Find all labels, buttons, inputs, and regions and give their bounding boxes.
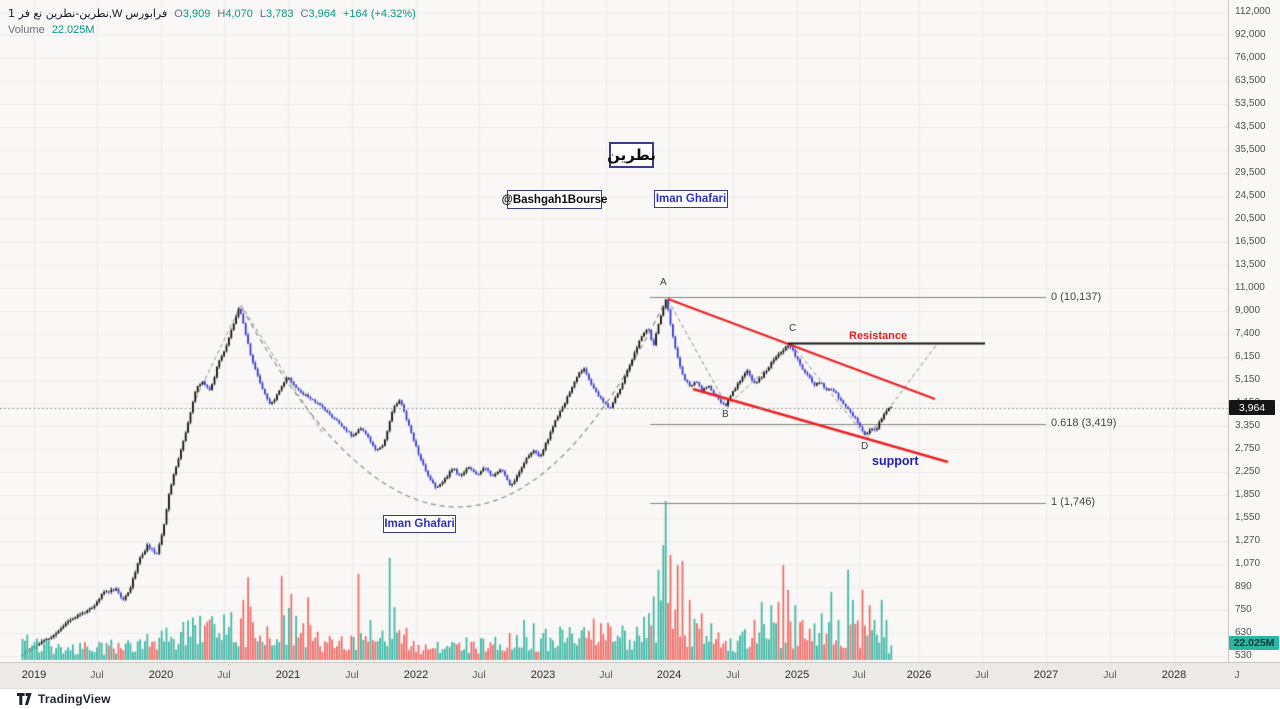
symbol-legend: نطرین-نطرین نع فر 1,W فرابورس O3,909 H4,… [8, 6, 416, 38]
price-tick-label: 5,150 [1235, 374, 1261, 385]
volume-label: Volume [8, 24, 45, 36]
last-price-badge: 3,964 [1229, 400, 1275, 415]
iman-ghafari-box-bottom[interactable]: Iman Ghafari [383, 515, 456, 533]
tradingview-brand-text[interactable]: TradingView [38, 692, 111, 706]
price-tick-label: 112,000 [1235, 6, 1271, 17]
price-axis[interactable]: 112,000 92,000 76,000 63,500 53,500 43,500 35,… [1228, 0, 1280, 662]
price-tick-label: 3,350 [1235, 420, 1261, 431]
bashgah-label-box[interactable]: @Bashgah1Bourse [502, 190, 607, 209]
time-tick-label: Jul [852, 669, 866, 681]
price-tick-label: 35,500 [1235, 144, 1266, 155]
iman-ghafari-box-top[interactable]: Iman Ghafari [654, 190, 728, 208]
time-tick-label: Jul [599, 669, 613, 681]
time-tick-label: 2027 [1033, 669, 1059, 681]
price-tick-label: 1,270 [1235, 535, 1261, 546]
price-tick-label: 76,000 [1235, 52, 1266, 63]
price-tick-label: 92,000 [1235, 29, 1266, 40]
resistance-label[interactable]: Resistance [849, 330, 908, 342]
price-tick-label: 13,500 [1235, 259, 1266, 270]
time-tick-label: 2024 [656, 669, 682, 681]
price-tick-label: 24,500 [1235, 190, 1266, 201]
footer-bar: TradingView [0, 688, 1280, 709]
time-tick-label: Jul [726, 669, 740, 681]
symbol-row[interactable]: نطرین-نطرین نع فر 1,W فرابورس O3,909 H4,… [8, 6, 416, 22]
ohlc-close: C3,964 [300, 8, 336, 20]
price-tick-label: 53,500 [1235, 98, 1266, 109]
price-tick-label: 63,500 [1235, 75, 1266, 86]
wave-point-d: D [861, 441, 869, 452]
price-tick-label: 11,000 [1235, 282, 1265, 293]
wave-point-a: A [660, 277, 667, 288]
time-tick-label: Jul [472, 669, 486, 681]
ohlc-open: O3,909 [174, 8, 211, 20]
time-tick-label: Jul [975, 669, 989, 681]
time-tick-label: 2021 [275, 669, 301, 681]
fib-level-1-label: 1 (1,746) [1051, 496, 1096, 508]
price-tick-label: 890 [1235, 581, 1252, 592]
volume-value: 22.025M [51, 24, 95, 36]
chart-canvas[interactable] [0, 0, 1228, 662]
change-value: +164 (+4.32%) [342, 8, 416, 20]
price-tick-label: 9,000 [1235, 305, 1261, 316]
price-tick-label: 29,500 [1235, 167, 1266, 178]
time-tick-label: 2025 [784, 669, 810, 681]
price-tick-label: 750 [1235, 604, 1252, 615]
time-tick-label: Jul [90, 669, 104, 681]
tradingview-logo-icon[interactable] [17, 693, 32, 705]
wave-point-b: B [722, 409, 729, 420]
price-tick-label: 2,750 [1235, 443, 1261, 454]
price-tick-label: 1,070 [1235, 558, 1261, 569]
fib-level-618-label: 0.618 (3,419) [1051, 417, 1117, 429]
price-tick-label: 2,250 [1235, 466, 1261, 477]
ohlc-high: H4,070 [217, 8, 253, 20]
ohlc-low: L3,783 [259, 8, 294, 20]
time-tick-label: 2020 [148, 669, 174, 681]
price-tick-label: 1,550 [1235, 512, 1261, 523]
fib-level-0-label: 0 (10,137) [1051, 291, 1102, 303]
time-tick-label: Jul [217, 669, 231, 681]
time-axis[interactable]: 2019 Jul 2020 Jul 2021 Jul 2022 Jul 2023 Jul 2024 J… [0, 662, 1280, 689]
volume-badge: 22.025M [1229, 636, 1279, 650]
time-tick-label: Jul [345, 669, 359, 681]
price-tick-label: 16,500 [1235, 236, 1266, 247]
time-tick-label: J [1234, 669, 1240, 681]
time-tick-label: Jul [1103, 669, 1117, 681]
time-tick-label: 2019 [21, 669, 47, 681]
symbol-title[interactable]: نطرین-نطرین نع فر 1,W فرابورس [8, 7, 168, 20]
time-tick-label: 2028 [1161, 669, 1187, 681]
support-label[interactable]: support [872, 454, 919, 468]
price-tick-label: 6,150 [1235, 351, 1261, 362]
time-tick-label: 2022 [403, 669, 429, 681]
price-tick-label: 530 [1235, 650, 1252, 661]
price-tick-label: 7,400 [1235, 328, 1261, 339]
time-tick-label: 2026 [906, 669, 932, 681]
price-tick-label: 20,500 [1235, 213, 1266, 224]
price-tick-label: 1,850 [1235, 489, 1261, 500]
price-tick-label: 43,500 [1235, 121, 1266, 132]
wave-point-c: C [789, 323, 797, 334]
volume-row[interactable]: Volume 22.025M [8, 22, 416, 38]
price-tick-label: 630 [1235, 627, 1252, 638]
time-tick-label: 2023 [530, 669, 556, 681]
title-box-natrin[interactable]: نطرین [607, 142, 656, 168]
